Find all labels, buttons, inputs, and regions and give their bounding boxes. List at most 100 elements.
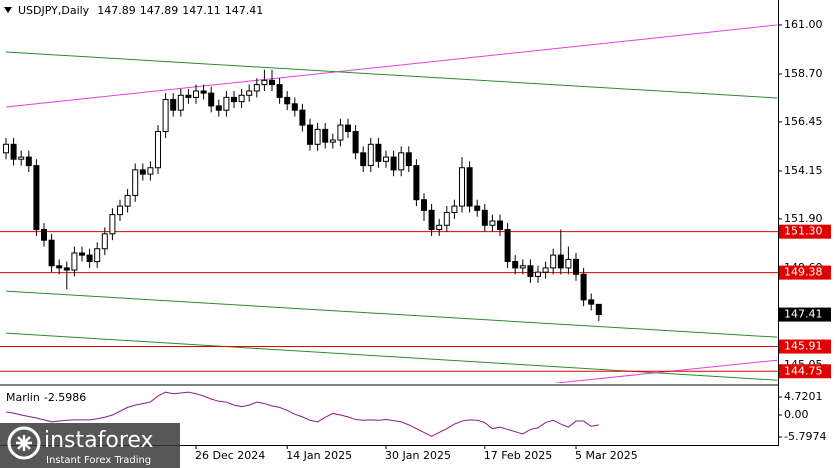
candle-body: [565, 258, 572, 269]
watermark-tagline: Instant Forex Trading: [46, 455, 151, 466]
candle-body: [86, 254, 93, 263]
candle-body: [139, 169, 146, 175]
ohlc-low: 147.11: [182, 4, 221, 17]
ohlc-close: 147.41: [225, 4, 264, 17]
candle-body: [436, 224, 443, 231]
candle-body: [367, 143, 374, 167]
candle-body: [497, 220, 503, 231]
level-label-bg: [779, 224, 831, 239]
candle-body: [10, 143, 17, 160]
candle-body: [307, 124, 313, 145]
candle-body: [375, 143, 382, 162]
plot-area: [0, 24, 778, 437]
candle-body: [314, 128, 321, 145]
candle-body: [261, 79, 268, 86]
candle-body: [185, 94, 192, 98]
candle-body: [580, 273, 587, 301]
symbol: USDJPY,Daily: [18, 4, 90, 17]
candle-body: [542, 267, 549, 273]
indicator-label: Marlin -2.5986: [6, 391, 86, 404]
candle-body: [421, 199, 427, 211]
y-tick-label: 158.70: [784, 67, 823, 80]
indicator-name: Marlin: [6, 391, 40, 404]
candle-body: [284, 96, 291, 105]
watermark-brand: instaforex: [44, 428, 154, 453]
candle-body: [345, 124, 351, 133]
candle-body: [360, 152, 367, 167]
x-tick-label: 30 Jan 2025: [385, 449, 451, 462]
candle-body: [276, 84, 283, 98]
level-label-bg: [779, 265, 831, 280]
candle-body: [352, 131, 359, 154]
candle-body: [573, 258, 579, 275]
trend-line: [5, 290, 778, 338]
candle-body: [193, 90, 199, 98]
candle-body: [329, 139, 336, 143]
candle-body: [79, 252, 85, 256]
y2-tick-label: -5.7974: [784, 430, 826, 443]
candle-body: [451, 205, 458, 213]
candle-body: [132, 169, 139, 196]
level-label-bg: [779, 364, 831, 379]
candle-body: [405, 152, 412, 167]
chart-title: USDJPY,Daily 147.89 147.89 147.11 147.41: [18, 4, 263, 17]
candle-body: [459, 167, 465, 207]
candle-body: [155, 131, 161, 169]
candle-body: [398, 152, 405, 171]
y-tick-label: 156.45: [784, 115, 823, 128]
y-tick-label: 154.15: [784, 164, 823, 177]
level-label: 144.75: [784, 364, 823, 377]
candle-body: [246, 90, 253, 96]
candle-body: [208, 92, 215, 107]
candle-body: [147, 167, 154, 175]
trend-line: [5, 332, 778, 381]
candle-body: [177, 94, 184, 111]
candle-body: [223, 96, 230, 111]
candle-body: [117, 205, 123, 216]
x-tick-label: 26 Dec 2024: [195, 449, 265, 462]
candle-body: [18, 156, 25, 160]
candle-body: [33, 165, 40, 231]
main-panel: [0, 24, 778, 383]
ohlc-open: 147.89: [97, 4, 136, 17]
candle-body: [527, 265, 534, 277]
y2-tick-label: 4.7201: [784, 390, 823, 403]
candle-body: [512, 261, 519, 269]
candle-body: [466, 167, 473, 207]
candle-body: [124, 194, 131, 207]
candle-body: [443, 211, 450, 226]
candle-body: [474, 205, 481, 211]
logo-star: [16, 435, 32, 451]
candle-body: [595, 303, 602, 316]
candle-body: [291, 103, 298, 111]
current-price-label: 147.41: [784, 308, 823, 321]
ohlc-high: 147.89: [140, 4, 179, 17]
candle-body: [337, 124, 344, 141]
candle-body: [25, 156, 32, 167]
candle-body: [588, 299, 595, 305]
candle-body: [200, 90, 207, 94]
candle-body: [71, 252, 78, 271]
indicator-panel: [5, 391, 599, 437]
candle-body: [238, 94, 245, 103]
y2-tick-label: 0.00: [784, 408, 809, 421]
candle-body: [41, 229, 47, 241]
candle-body: [3, 143, 9, 154]
menu-arrow: [4, 7, 12, 13]
candle-body: [253, 84, 260, 92]
candle-body: [428, 209, 435, 231]
candle-body: [299, 109, 306, 126]
level-label: 145.91: [784, 340, 823, 353]
x-tick-label: 14 Jan 2025: [286, 449, 352, 462]
candle-body: [170, 99, 177, 111]
candle-body: [322, 128, 329, 143]
candle-body: [390, 156, 397, 171]
level-label-bg: [779, 339, 831, 354]
candle-body: [413, 165, 420, 201]
current-price-bg: [779, 307, 831, 322]
candle-body: [269, 79, 275, 86]
x-tick-label: 17 Feb 2025: [484, 449, 552, 462]
